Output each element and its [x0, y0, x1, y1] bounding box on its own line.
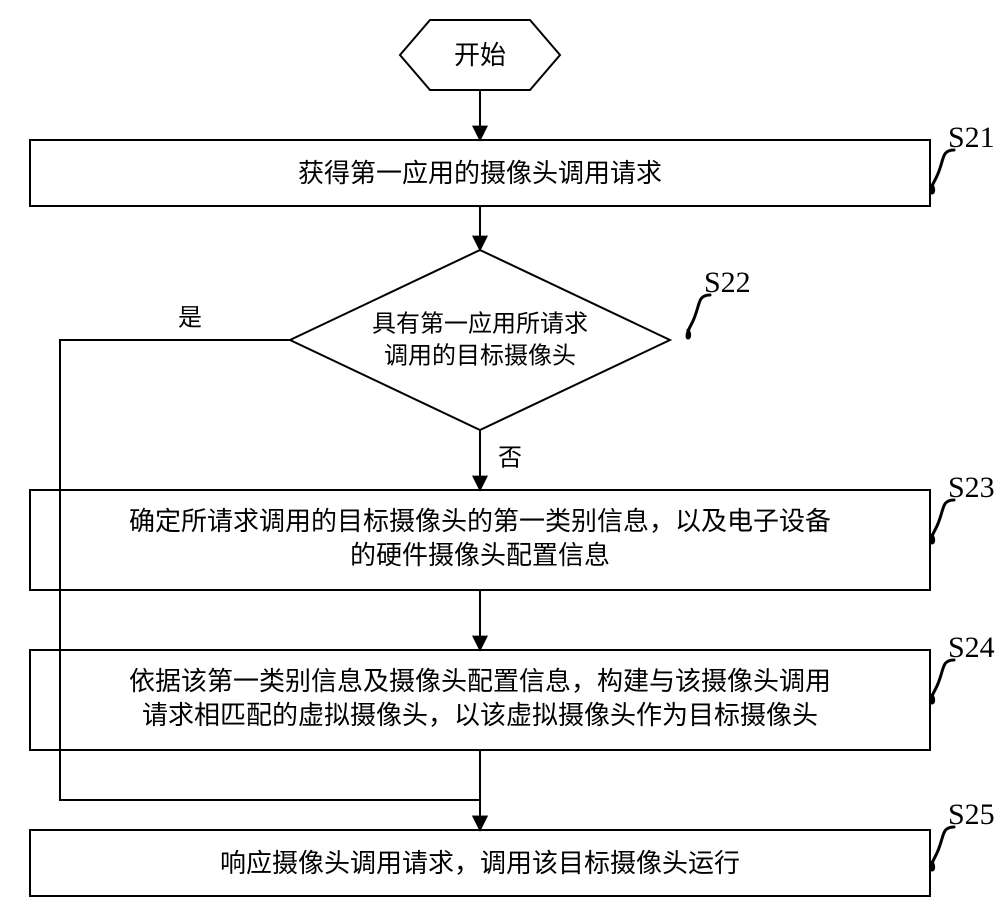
step-s23-line1: 确定所请求调用的目标摄像头的第一类别信息，以及电子设备	[129, 507, 831, 536]
step-s24-line2: 请求相匹配的虚拟摄像头，以该虚拟摄像头作为目标摄像头	[142, 701, 818, 730]
step-s25-text: 响应摄像头调用请求，调用该目标摄像头运行	[220, 849, 740, 878]
decision-no-label: 否	[498, 446, 522, 472]
decision-s22-line2: 调用的目标摄像头	[384, 343, 576, 370]
squiggle-s21	[931, 150, 954, 193]
decision-s22-line1: 具有第一应用所请求	[372, 311, 588, 338]
squiggle-s23	[931, 500, 954, 543]
squiggle-s25	[931, 827, 954, 870]
squiggle-s22	[687, 295, 710, 338]
step-s23-line2: 的硬件摄像头配置信息	[350, 541, 610, 570]
flowchart: 开始 获得第一应用的摄像头调用请求 具有第一应用所请求 调用的目标摄像头 确定所…	[0, 0, 1000, 919]
step-s24-line1: 依据该第一类别信息及摄像头配置信息，构建与该摄像头调用	[129, 667, 831, 696]
step-s21-text: 获得第一应用的摄像头调用请求	[298, 159, 662, 188]
start-label: 开始	[454, 41, 506, 70]
step-label-s21: S21	[948, 121, 995, 154]
decision-s22	[290, 250, 670, 430]
step-label-s24: S24	[948, 631, 995, 664]
step-label-s23: S23	[948, 471, 995, 504]
step-label-s22: S22	[704, 266, 751, 299]
squiggle-s24	[931, 660, 954, 703]
step-label-s25: S25	[948, 798, 995, 831]
decision-yes-label: 是	[178, 306, 202, 332]
